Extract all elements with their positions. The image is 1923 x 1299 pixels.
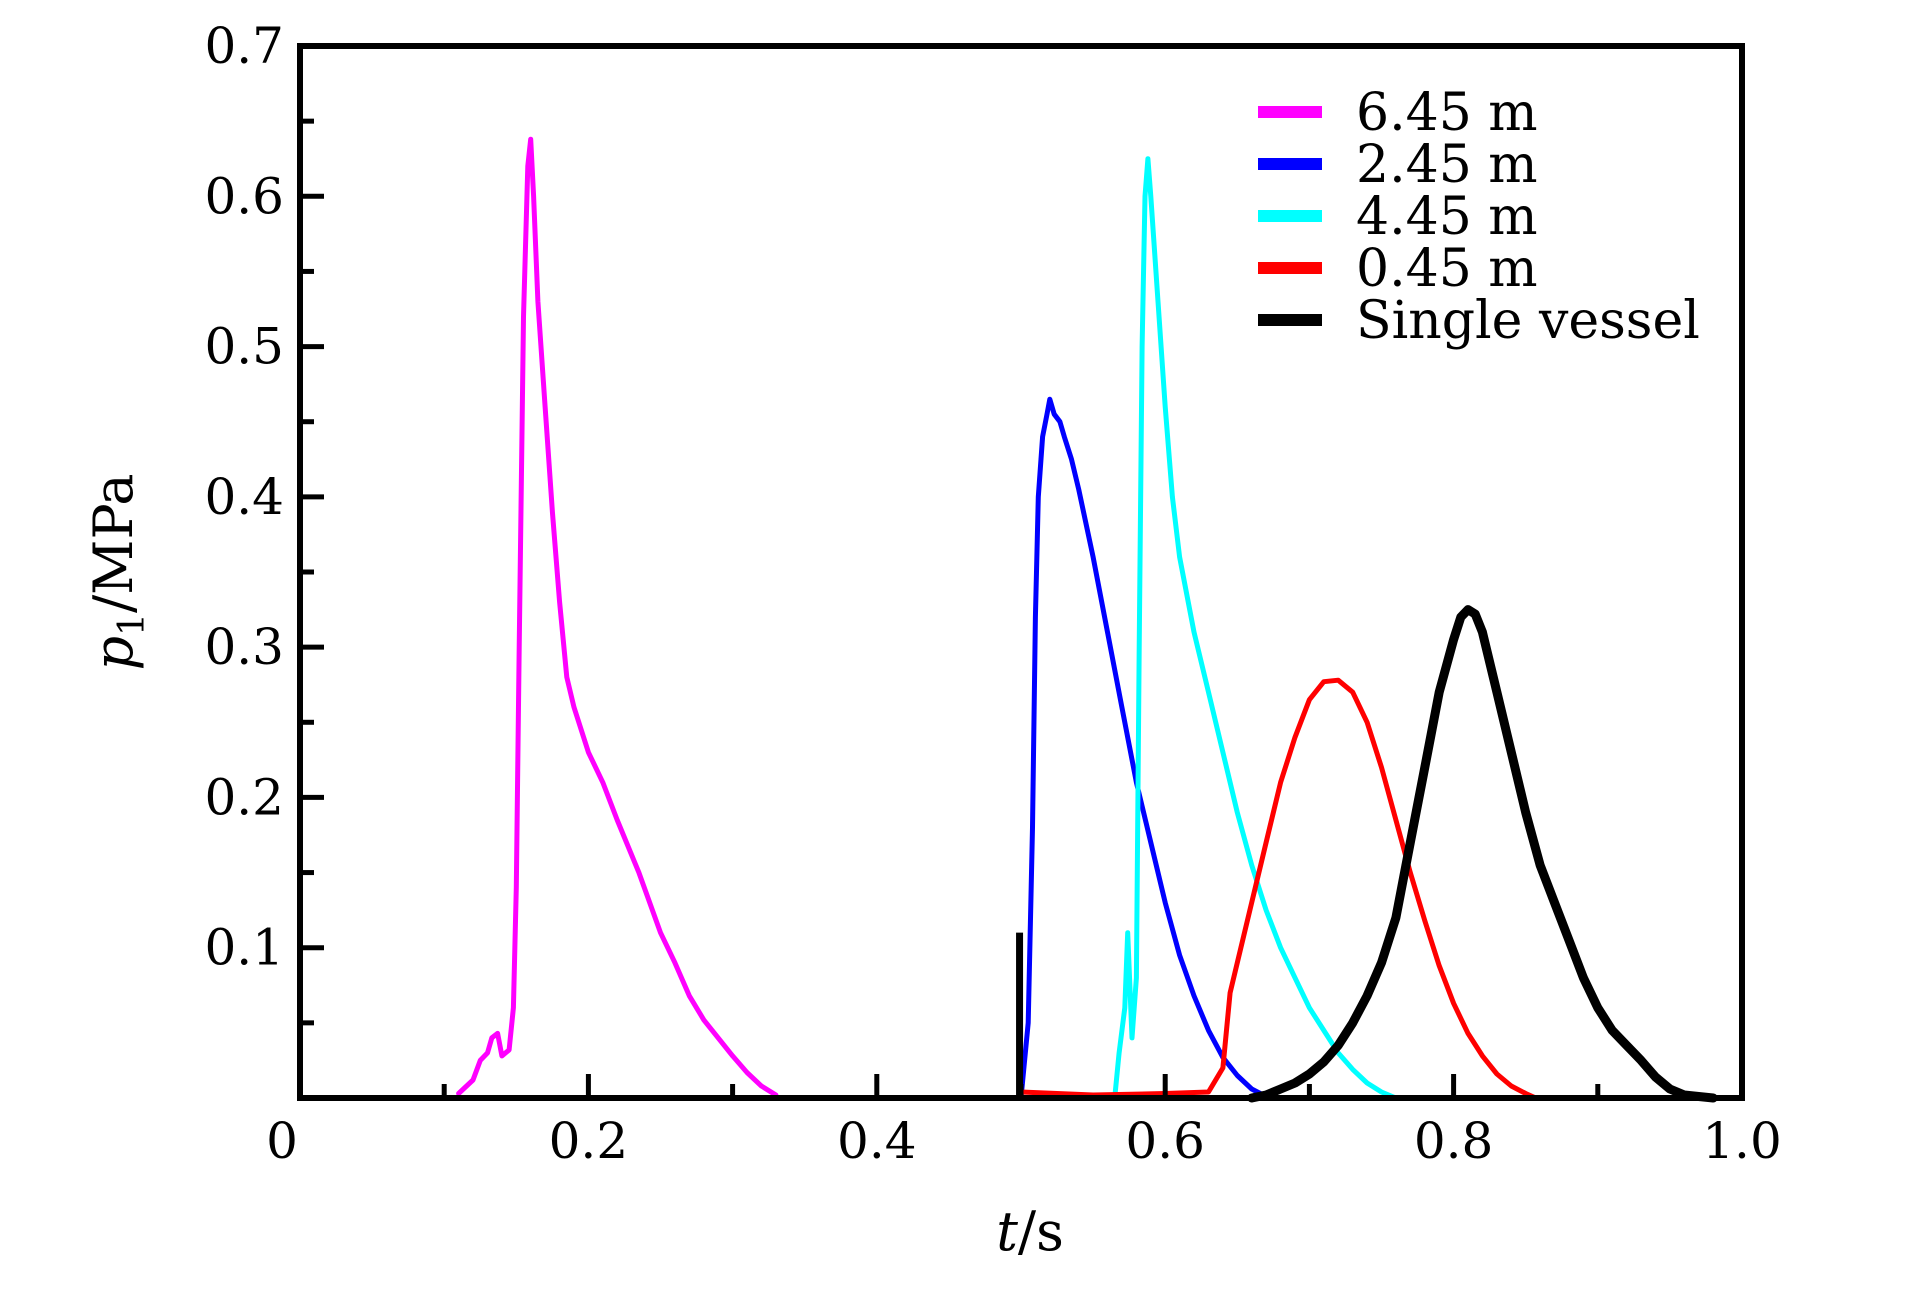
- y-tick-label: 0.1: [204, 919, 284, 977]
- legend-label: 0.45 m: [1356, 239, 1538, 299]
- x-tick-label: 0: [266, 1112, 298, 1170]
- y-tick-label: 0.3: [204, 618, 284, 676]
- x-axis-label: t/s: [996, 1200, 1064, 1263]
- series-line-2-45-m: [1018, 396, 1276, 1101]
- y-tick-label: 0.4: [204, 468, 284, 526]
- series-line-4-45-m: [1112, 156, 1399, 1101]
- x-axis-ticks: 0 0.2 0.4 0.6 0.8 1.0: [266, 1074, 1782, 1170]
- y-tick-label: 0.6: [204, 167, 284, 225]
- legend-label: 4.45 m: [1356, 187, 1538, 247]
- x-tick-label: 0.4: [837, 1112, 917, 1170]
- x-tick-label: 1.0: [1702, 1112, 1782, 1170]
- y-tick-label: 0.5: [204, 318, 284, 376]
- plot-lines: [456, 136, 1718, 1103]
- x-tick-label: 0.2: [549, 1112, 629, 1170]
- y-axis-label: p1/MPa: [82, 473, 153, 670]
- y-axis-ticks: 0.1 0.2 0.3 0.4 0.5 0.6 0.7: [204, 17, 324, 1026]
- y-tick-label: 0.7: [204, 17, 284, 75]
- series-line-0-45-m: [1018, 677, 1539, 1101]
- x-tick-label: 0.6: [1125, 1112, 1205, 1170]
- series-line-6-45-m: [456, 136, 779, 1098]
- legend-label: 6.45 m: [1356, 83, 1538, 143]
- series-line-single-vessel: [1247, 605, 1718, 1103]
- x-tick-label: 0.8: [1414, 1112, 1494, 1170]
- legend-label: 2.45 m: [1356, 135, 1538, 195]
- legend-label: Single vessel: [1356, 291, 1700, 351]
- y-tick-label: 0.2: [204, 768, 284, 826]
